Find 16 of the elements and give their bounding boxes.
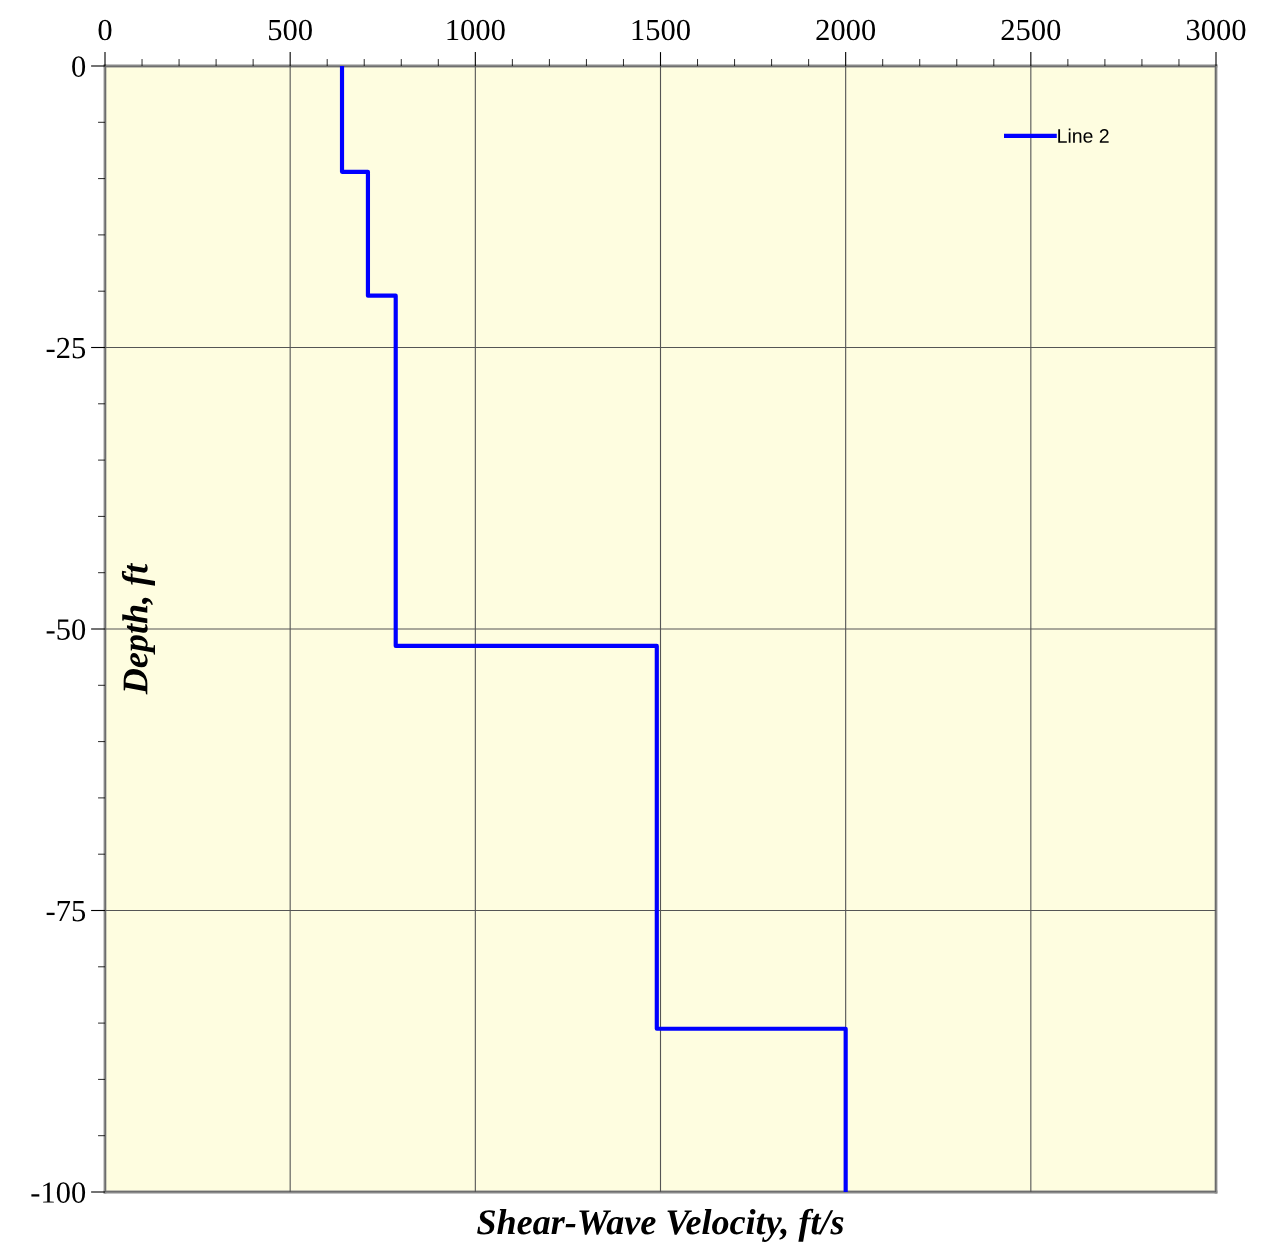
x-tick-label: 500 (269, 19, 312, 41)
y-tick-label: 0 (72, 56, 86, 77)
x-tick-label: 3000 (1186, 19, 1246, 41)
x-tick-label: 1000 (447, 19, 505, 41)
y-tick-label: -75 (46, 901, 86, 922)
x-tick-label: 2000 (816, 19, 876, 41)
y-axis-title: Depth, ft (121, 562, 155, 695)
x-tick-label: 1500 (632, 19, 690, 41)
y-tick-label: -50 (46, 619, 86, 640)
x-axis-title: Shear-Wave Velocity, ft/s (477, 1208, 844, 1242)
x-tick-label: 0 (98, 19, 112, 41)
x-tick-label: 2500 (1001, 19, 1061, 41)
legend-label: Line 2 (1058, 128, 1109, 143)
y-tick-label: -100 (31, 1182, 86, 1203)
y-tick-label: -25 (46, 337, 86, 359)
line-series (339, 66, 848, 1192)
